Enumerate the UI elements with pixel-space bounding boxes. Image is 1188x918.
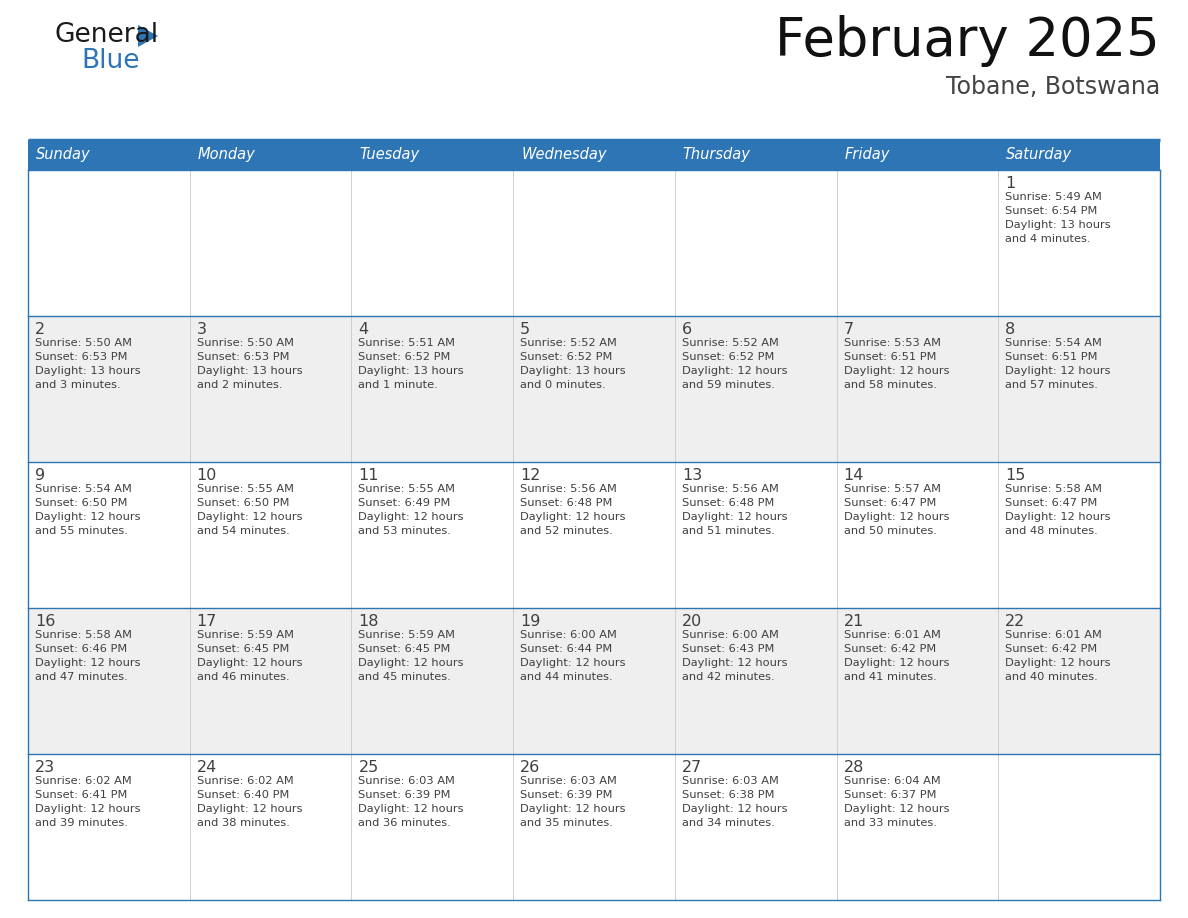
Text: Sunrise: 5:52 AM
Sunset: 6:52 PM
Daylight: 12 hours
and 59 minutes.: Sunrise: 5:52 AM Sunset: 6:52 PM Dayligh… [682,338,788,390]
Text: Sunrise: 6:02 AM
Sunset: 6:40 PM
Daylight: 12 hours
and 38 minutes.: Sunrise: 6:02 AM Sunset: 6:40 PM Dayligh… [197,776,302,828]
Text: 23: 23 [34,760,55,775]
Text: Tuesday: Tuesday [360,147,419,162]
Text: Sunrise: 6:03 AM
Sunset: 6:39 PM
Daylight: 12 hours
and 35 minutes.: Sunrise: 6:03 AM Sunset: 6:39 PM Dayligh… [520,776,626,828]
Text: Sunrise: 5:58 AM
Sunset: 6:47 PM
Daylight: 12 hours
and 48 minutes.: Sunrise: 5:58 AM Sunset: 6:47 PM Dayligh… [1005,484,1111,536]
Text: 3: 3 [197,322,207,337]
Polygon shape [138,25,158,47]
Text: Sunrise: 5:59 AM
Sunset: 6:45 PM
Daylight: 12 hours
and 46 minutes.: Sunrise: 5:59 AM Sunset: 6:45 PM Dayligh… [197,630,302,682]
Text: 25: 25 [359,760,379,775]
Text: 27: 27 [682,760,702,775]
Text: Tobane, Botswana: Tobane, Botswana [946,75,1159,99]
Bar [29,462,1159,608]
Text: February 2025: February 2025 [776,15,1159,67]
Bar [29,608,1159,754]
Text: Sunrise: 5:50 AM
Sunset: 6:53 PM
Daylight: 13 hours
and 2 minutes.: Sunrise: 5:50 AM Sunset: 6:53 PM Dayligh… [197,338,302,390]
Text: 20: 20 [682,614,702,629]
Text: 24: 24 [197,760,217,775]
Text: Sunrise: 5:50 AM
Sunset: 6:53 PM
Daylight: 13 hours
and 3 minutes.: Sunrise: 5:50 AM Sunset: 6:53 PM Dayligh… [34,338,140,390]
Text: Sunrise: 5:52 AM
Sunset: 6:52 PM
Daylight: 13 hours
and 0 minutes.: Sunrise: 5:52 AM Sunset: 6:52 PM Dayligh… [520,338,626,390]
Text: Sunrise: 5:54 AM
Sunset: 6:51 PM
Daylight: 12 hours
and 57 minutes.: Sunrise: 5:54 AM Sunset: 6:51 PM Dayligh… [1005,338,1111,390]
Text: 21: 21 [843,614,864,629]
Text: Sunday: Sunday [36,147,90,162]
Text: Sunrise: 6:02 AM
Sunset: 6:41 PM
Daylight: 12 hours
and 39 minutes.: Sunrise: 6:02 AM Sunset: 6:41 PM Dayligh… [34,776,140,828]
Text: Friday: Friday [845,147,890,162]
Text: Sunrise: 6:00 AM
Sunset: 6:43 PM
Daylight: 12 hours
and 42 minutes.: Sunrise: 6:00 AM Sunset: 6:43 PM Dayligh… [682,630,788,682]
Text: 22: 22 [1005,614,1025,629]
Text: 6: 6 [682,322,691,337]
Text: Sunrise: 6:03 AM
Sunset: 6:38 PM
Daylight: 12 hours
and 34 minutes.: Sunrise: 6:03 AM Sunset: 6:38 PM Dayligh… [682,776,788,828]
Text: Sunrise: 5:49 AM
Sunset: 6:54 PM
Daylight: 13 hours
and 4 minutes.: Sunrise: 5:49 AM Sunset: 6:54 PM Dayligh… [1005,192,1111,244]
Text: 14: 14 [843,468,864,483]
Text: 19: 19 [520,614,541,629]
Text: General: General [55,22,159,48]
Text: 1: 1 [1005,176,1016,191]
Text: 9: 9 [34,468,45,483]
Bar [29,170,1159,316]
Text: Sunrise: 6:03 AM
Sunset: 6:39 PM
Daylight: 12 hours
and 36 minutes.: Sunrise: 6:03 AM Sunset: 6:39 PM Dayligh… [359,776,465,828]
Text: 10: 10 [197,468,217,483]
Text: Thursday: Thursday [683,147,751,162]
Text: 8: 8 [1005,322,1016,337]
Text: Monday: Monday [197,147,255,162]
Text: Sunrise: 5:55 AM
Sunset: 6:49 PM
Daylight: 12 hours
and 53 minutes.: Sunrise: 5:55 AM Sunset: 6:49 PM Dayligh… [359,484,465,536]
Text: 2: 2 [34,322,45,337]
Text: Sunrise: 5:57 AM
Sunset: 6:47 PM
Daylight: 12 hours
and 50 minutes.: Sunrise: 5:57 AM Sunset: 6:47 PM Dayligh… [843,484,949,536]
Text: 7: 7 [843,322,854,337]
Text: 13: 13 [682,468,702,483]
Text: Sunrise: 5:53 AM
Sunset: 6:51 PM
Daylight: 12 hours
and 58 minutes.: Sunrise: 5:53 AM Sunset: 6:51 PM Dayligh… [843,338,949,390]
Text: 16: 16 [34,614,56,629]
Text: Sunrise: 6:01 AM
Sunset: 6:42 PM
Daylight: 12 hours
and 41 minutes.: Sunrise: 6:01 AM Sunset: 6:42 PM Dayligh… [843,630,949,682]
Bar [29,754,1159,900]
Text: Blue: Blue [81,48,139,74]
Text: 12: 12 [520,468,541,483]
Text: Sunrise: 6:04 AM
Sunset: 6:37 PM
Daylight: 12 hours
and 33 minutes.: Sunrise: 6:04 AM Sunset: 6:37 PM Dayligh… [843,776,949,828]
Text: Sunrise: 6:00 AM
Sunset: 6:44 PM
Daylight: 12 hours
and 44 minutes.: Sunrise: 6:00 AM Sunset: 6:44 PM Dayligh… [520,630,626,682]
Text: Sunrise: 5:58 AM
Sunset: 6:46 PM
Daylight: 12 hours
and 47 minutes.: Sunrise: 5:58 AM Sunset: 6:46 PM Dayligh… [34,630,140,682]
Text: 11: 11 [359,468,379,483]
Text: 26: 26 [520,760,541,775]
Bar [29,316,1159,462]
Text: 17: 17 [197,614,217,629]
Text: Saturday: Saturday [1006,147,1073,162]
Text: Sunrise: 5:51 AM
Sunset: 6:52 PM
Daylight: 13 hours
and 1 minute.: Sunrise: 5:51 AM Sunset: 6:52 PM Dayligh… [359,338,465,390]
Text: 15: 15 [1005,468,1025,483]
Text: 28: 28 [843,760,864,775]
Text: Sunrise: 5:59 AM
Sunset: 6:45 PM
Daylight: 12 hours
and 45 minutes.: Sunrise: 5:59 AM Sunset: 6:45 PM Dayligh… [359,630,465,682]
Text: Wednesday: Wednesday [522,147,607,162]
Text: 5: 5 [520,322,530,337]
Text: Sunrise: 5:54 AM
Sunset: 6:50 PM
Daylight: 12 hours
and 55 minutes.: Sunrise: 5:54 AM Sunset: 6:50 PM Dayligh… [34,484,140,536]
Text: Sunrise: 5:56 AM
Sunset: 6:48 PM
Daylight: 12 hours
and 51 minutes.: Sunrise: 5:56 AM Sunset: 6:48 PM Dayligh… [682,484,788,536]
Text: Sunrise: 6:01 AM
Sunset: 6:42 PM
Daylight: 12 hours
and 40 minutes.: Sunrise: 6:01 AM Sunset: 6:42 PM Dayligh… [1005,630,1111,682]
Text: 4: 4 [359,322,368,337]
Bar [29,140,1159,170]
Text: Sunrise: 5:56 AM
Sunset: 6:48 PM
Daylight: 12 hours
and 52 minutes.: Sunrise: 5:56 AM Sunset: 6:48 PM Dayligh… [520,484,626,536]
Text: Sunrise: 5:55 AM
Sunset: 6:50 PM
Daylight: 12 hours
and 54 minutes.: Sunrise: 5:55 AM Sunset: 6:50 PM Dayligh… [197,484,302,536]
Text: 18: 18 [359,614,379,629]
